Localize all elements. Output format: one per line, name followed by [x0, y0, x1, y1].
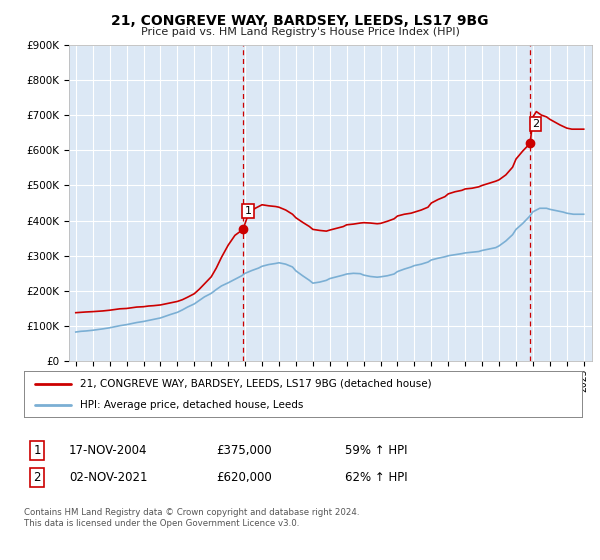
- Text: 59% ↑ HPI: 59% ↑ HPI: [345, 444, 407, 458]
- Text: 02-NOV-2021: 02-NOV-2021: [69, 470, 148, 484]
- Text: 21, CONGREVE WAY, BARDSEY, LEEDS, LS17 9BG: 21, CONGREVE WAY, BARDSEY, LEEDS, LS17 9…: [111, 14, 489, 28]
- Text: 2: 2: [34, 470, 41, 484]
- Text: £375,000: £375,000: [216, 444, 272, 458]
- Text: 21, CONGREVE WAY, BARDSEY, LEEDS, LS17 9BG (detached house): 21, CONGREVE WAY, BARDSEY, LEEDS, LS17 9…: [80, 379, 431, 389]
- Text: 1: 1: [34, 444, 41, 458]
- Text: 62% ↑ HPI: 62% ↑ HPI: [345, 470, 407, 484]
- Text: 1: 1: [245, 206, 251, 216]
- Text: Contains HM Land Registry data © Crown copyright and database right 2024.
This d: Contains HM Land Registry data © Crown c…: [24, 508, 359, 528]
- Text: Price paid vs. HM Land Registry's House Price Index (HPI): Price paid vs. HM Land Registry's House …: [140, 27, 460, 37]
- Text: 2: 2: [532, 119, 539, 129]
- Text: 17-NOV-2004: 17-NOV-2004: [69, 444, 148, 458]
- Text: £620,000: £620,000: [216, 470, 272, 484]
- Text: HPI: Average price, detached house, Leeds: HPI: Average price, detached house, Leed…: [80, 400, 303, 410]
